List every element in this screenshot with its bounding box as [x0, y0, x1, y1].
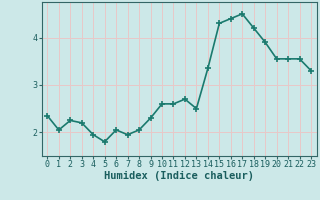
X-axis label: Humidex (Indice chaleur): Humidex (Indice chaleur) [104, 171, 254, 181]
